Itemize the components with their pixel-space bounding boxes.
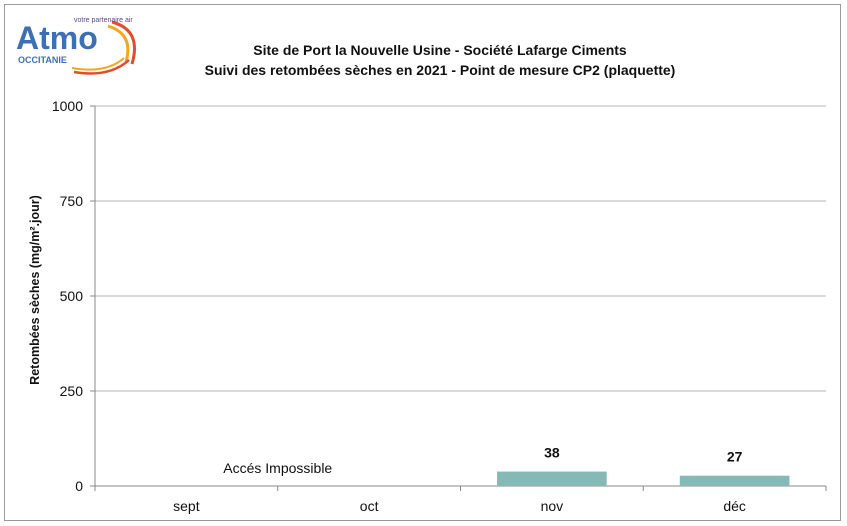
y-tick-label: 750 [60, 193, 84, 209]
atmo-occitanie-logo: votre partenaire air Atmo OCCITANIE [14, 12, 144, 82]
annotation-acces-impossible: Accés Impossible [223, 460, 332, 476]
chart-title: Site de Port la Nouvelle Usine - Société… [253, 42, 627, 58]
logo-swoosh-icon [71, 20, 136, 75]
y-tick-label: 250 [60, 383, 84, 399]
logo-region: OCCITANIE [18, 55, 67, 65]
data-label: 38 [544, 445, 560, 461]
y-tick-label: 0 [75, 478, 83, 494]
chart-subtitle: Suivi des retombées sèches en 2021 - Poi… [204, 62, 676, 78]
y-tick-label: 1000 [52, 98, 83, 114]
x-tick-label: sept [173, 498, 200, 514]
bar-déc [679, 475, 790, 486]
logo-tagline: votre partenaire air [74, 17, 133, 24]
x-tick-label: déc [723, 498, 746, 514]
x-tick-label: oct [360, 498, 379, 514]
bar-nov [497, 471, 607, 486]
chart-frame [4, 4, 841, 521]
y-tick-label: 500 [60, 288, 84, 304]
data-label: 27 [727, 449, 743, 465]
logo-wordmark: Atmo [16, 20, 98, 56]
x-tick-label: nov [541, 498, 564, 514]
